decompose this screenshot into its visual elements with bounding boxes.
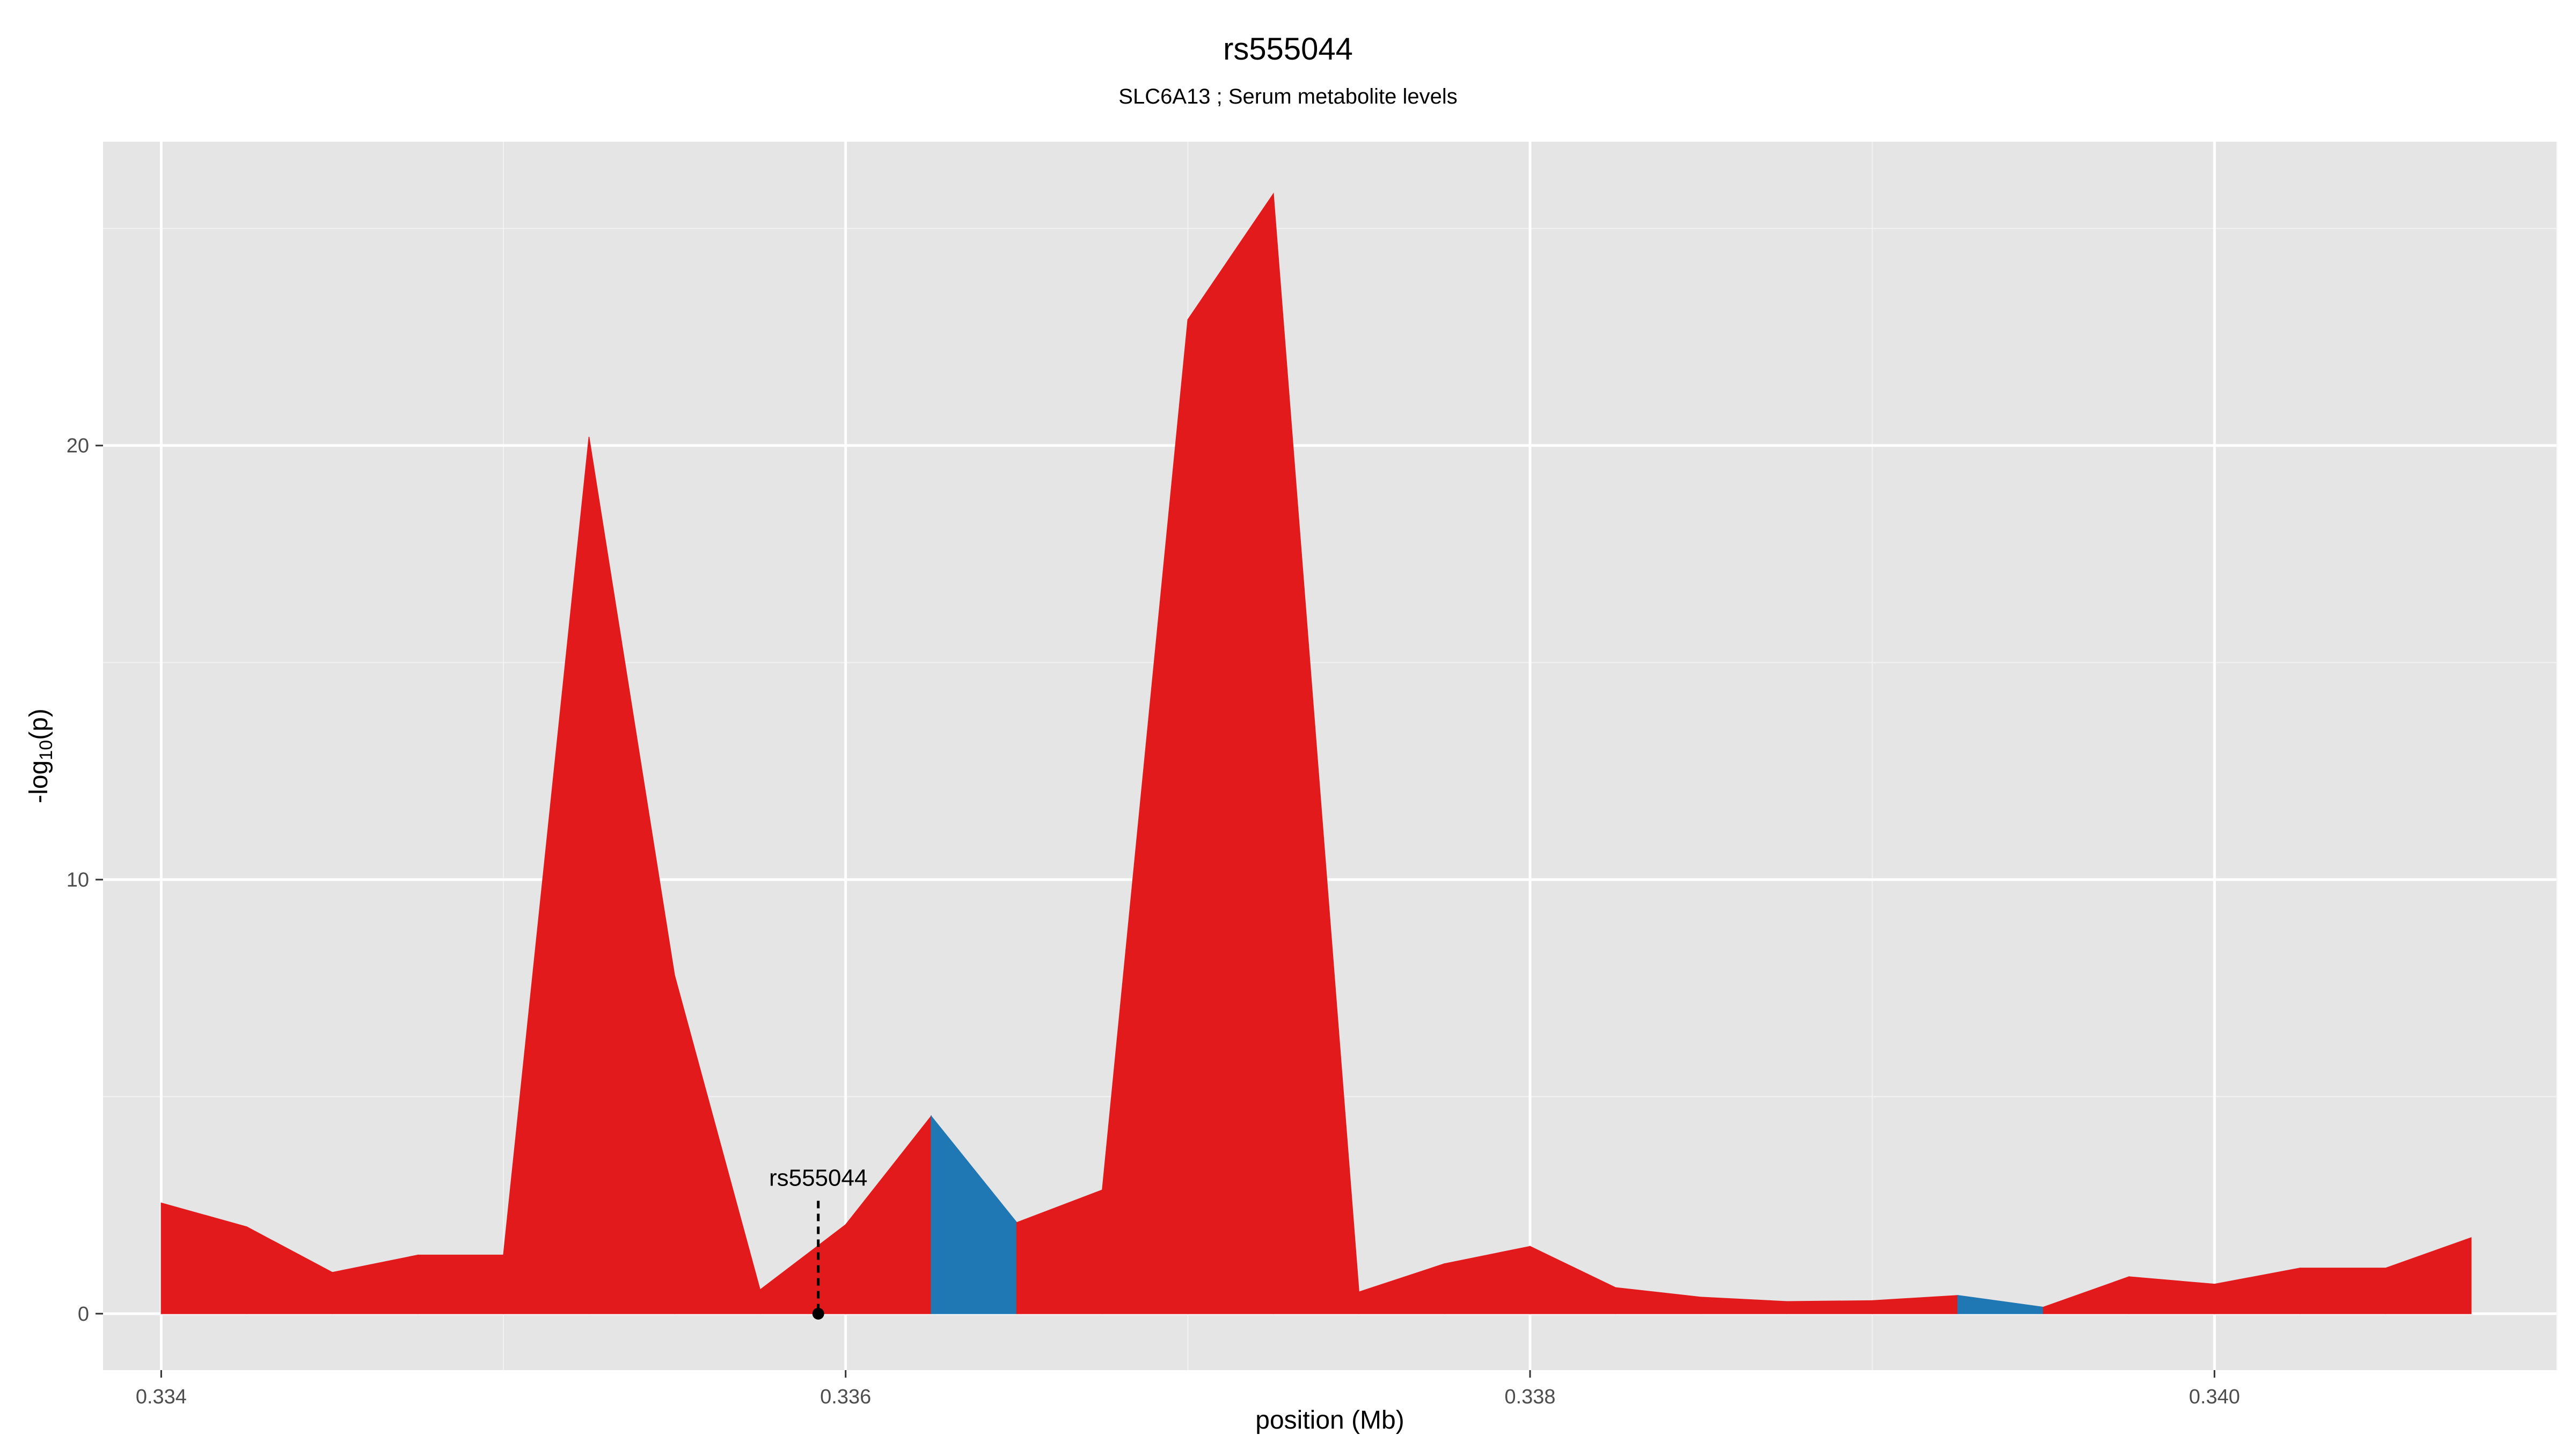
- chart-subtitle: SLC6A13 ; Serum metabolite levels: [1118, 85, 1458, 108]
- area-segment: [1187, 192, 1274, 1314]
- y-tick-label: 20: [67, 435, 89, 457]
- snp-marker-label: rs555044: [769, 1165, 867, 1191]
- y-axis-title: -log10(p): [25, 708, 56, 803]
- y-tick-label: 0: [78, 1303, 89, 1326]
- x-tick-label: 0.334: [136, 1386, 187, 1408]
- x-tick-label: 0.336: [820, 1386, 871, 1408]
- area-segment: [2300, 1268, 2386, 1314]
- y-tick-label: 10: [67, 869, 89, 891]
- snp-marker-point: [812, 1307, 824, 1320]
- chart-title: rs555044: [1223, 32, 1353, 67]
- x-axis-title: position (Mb): [1255, 1406, 1404, 1435]
- area-segment: [417, 1254, 504, 1314]
- x-tick-label: 0.338: [1504, 1386, 1555, 1408]
- area-segment: [1786, 1300, 1873, 1314]
- x-tick-label: 0.340: [2189, 1386, 2240, 1408]
- area-segment: [2385, 1237, 2472, 1314]
